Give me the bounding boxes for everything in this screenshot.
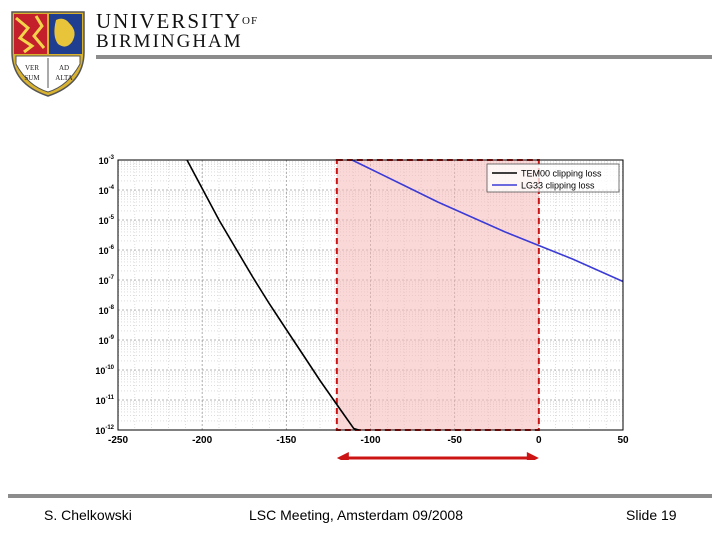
plot-frame: [117, 159, 624, 431]
x-tick-label: 50: [617, 435, 629, 446]
highlight-region: [335, 159, 540, 431]
footer-slide-number: Slide 19: [626, 507, 677, 523]
x-tick-label: 0: [536, 435, 542, 446]
y-tick-label: 10-5: [99, 215, 115, 226]
university-crest-logo: VER AD SUM ALTA: [11, 11, 85, 97]
university-line2: BIRMINGHAM: [96, 31, 243, 52]
university-line1: UNIVERSITY: [96, 9, 242, 33]
y-tick-label: 10-12: [95, 425, 114, 436]
range-arrow-head-left: [336, 452, 349, 460]
clipping-loss-chart: -250 -200 -150 -100 -50 0 50 10-1210-1110-1010…: [95, 155, 629, 460]
legend-label: LG33 clipping loss: [521, 181, 595, 191]
x-tick-label: -150: [276, 435, 296, 446]
range-arrow-head-right: [526, 452, 539, 460]
university-of: OF: [242, 15, 259, 27]
y-tick-label: 10-11: [96, 395, 115, 406]
crest-text-sum: SUM: [24, 74, 40, 82]
university-name: UNIVERSITYOF BIRMINGHAM: [96, 10, 258, 52]
x-tick-label: -100: [360, 435, 380, 446]
header-divider: [96, 55, 712, 59]
legend-box: [486, 163, 620, 193]
crest-text-ad: AD: [59, 64, 69, 72]
y-tick-label: 10-6: [99, 245, 115, 256]
x-tick-label: -200: [192, 435, 212, 446]
crest-text-ver: VER: [25, 64, 39, 72]
y-axis-ticks: 10-12 10-11 10-10 10-9 10-8 10-7 10-6 10-5 10-4 1…: [95, 155, 114, 436]
series-layer: [186, 159, 624, 431]
series-line-lg33: [351, 159, 624, 283]
footer-divider: [8, 494, 712, 498]
footer-event: LSC Meeting, Amsterdam 09/2008: [249, 507, 464, 523]
y-tick-label: 10-10: [95, 365, 114, 376]
chart-legend: TEM00 clipping loss LG33 clipping loss: [486, 163, 620, 193]
series-line-tem00: [186, 159, 359, 431]
y-tick-label: 10-9: [99, 335, 115, 346]
y-tick-label: 10-4: [99, 185, 115, 196]
legend-label: TEM00 clipping loss: [521, 169, 602, 179]
y-tick-label: 10-8: [99, 305, 115, 316]
footer-author: S. Chelkowski: [44, 507, 132, 523]
x-tick-label: -250: [108, 435, 128, 446]
y-tick-label: 10-7: [99, 275, 115, 286]
range-arrow: [336, 452, 539, 460]
crest-text-alta: ALTA: [55, 74, 72, 82]
x-tick-label: -50: [447, 435, 462, 446]
x-axis-ticks: -250 -200 -150 -100 -50 0 50: [108, 435, 629, 446]
y-tick-label: 10-3: [99, 155, 115, 166]
